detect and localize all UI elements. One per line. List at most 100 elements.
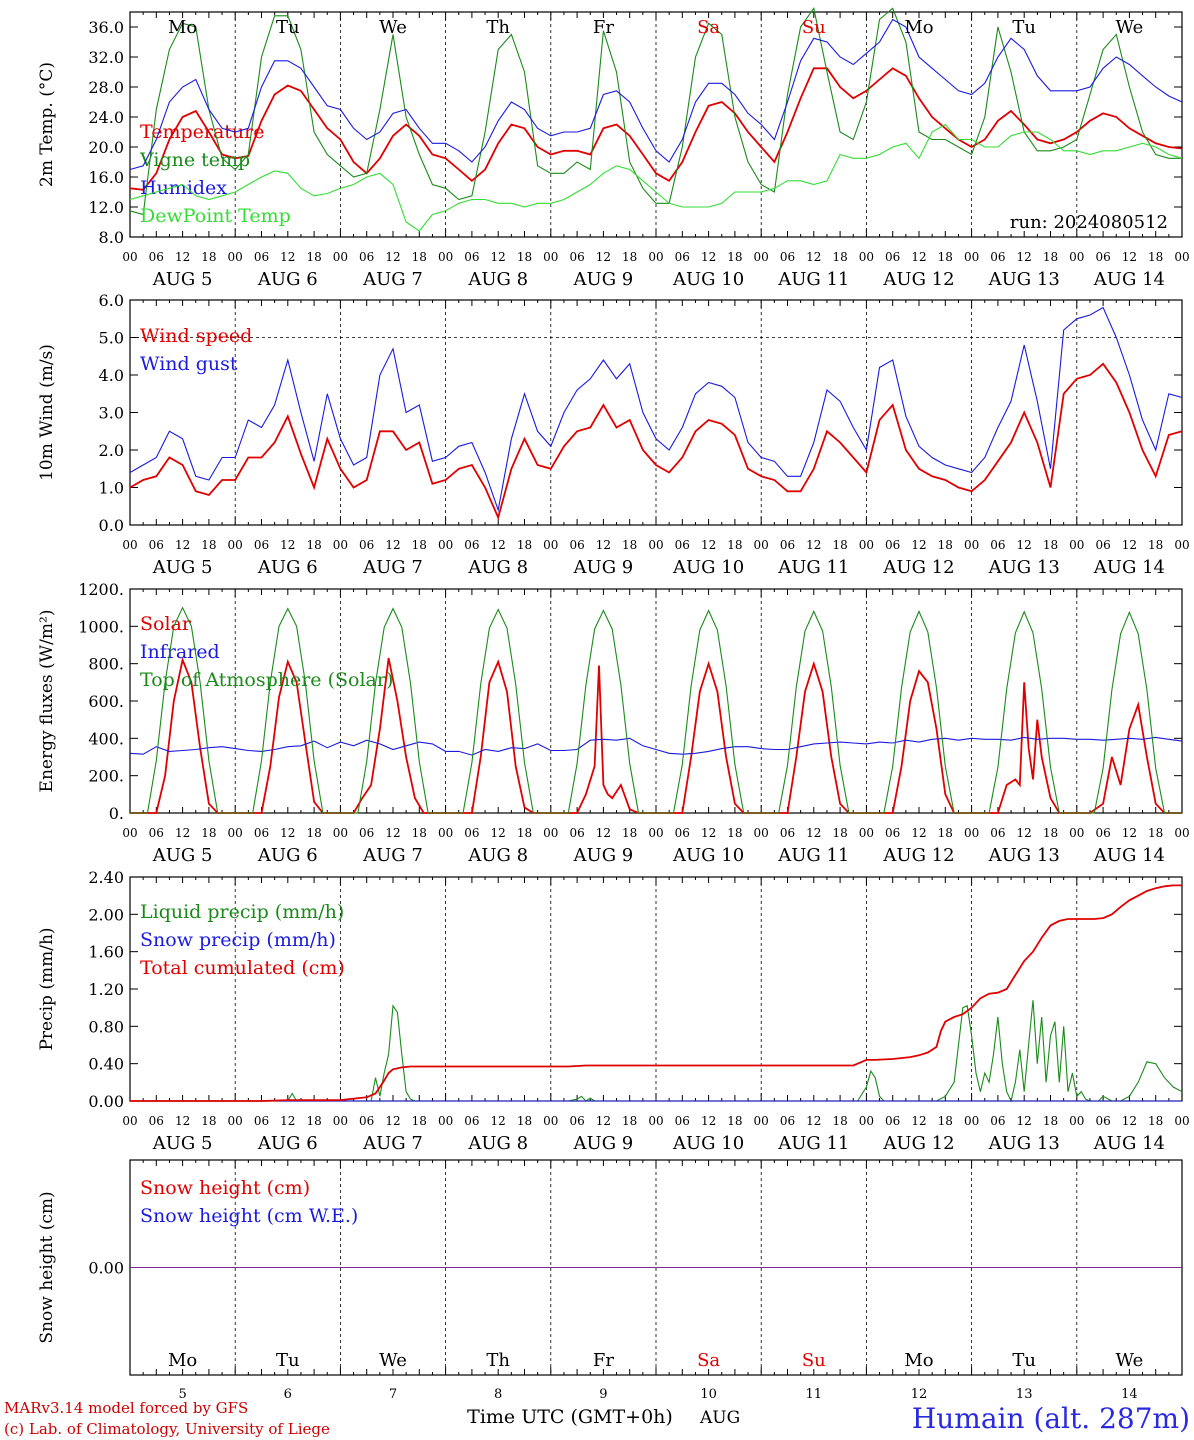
date-label: AUG 11 bbox=[777, 1133, 849, 1154]
x-tick-label: 18 bbox=[938, 1114, 953, 1128]
x-tick-label: 12 bbox=[385, 1114, 400, 1128]
x-tick-label: 18 bbox=[832, 1114, 847, 1128]
x-tick-label: 12 bbox=[596, 1114, 611, 1128]
series-line-wind-gust bbox=[129, 306, 1183, 513]
date-label: AUG 5 bbox=[152, 1133, 213, 1154]
panel-5: 0.00 Snow height (cm) Snow height (cm) Snow… bbox=[37, 1159, 1183, 1376]
date-label: AUG 12 bbox=[882, 845, 954, 866]
date-label: AUG 14 bbox=[1093, 557, 1165, 578]
x-tick-label: 12 bbox=[280, 538, 295, 552]
series-line-humidex bbox=[129, 18, 1183, 171]
x-tick-label: 18 bbox=[412, 1114, 427, 1128]
x-tick-label: 18 bbox=[1043, 1114, 1058, 1128]
x-tick-label: 00 bbox=[964, 250, 979, 264]
x-tick-label: 06 bbox=[359, 538, 374, 552]
x-tick-label: 06 bbox=[675, 826, 690, 840]
day-name: Sa bbox=[697, 17, 720, 38]
date-label: AUG 5 bbox=[152, 269, 213, 290]
day-number: 5 bbox=[178, 1387, 186, 1402]
x-tick-label: 18 bbox=[1043, 250, 1058, 264]
x-tick-label: 00 bbox=[122, 538, 137, 552]
panel-1: 8.0 12.0 16.0 20.0 24.0 28.0 32.0 36.0 2m Temp. … bbox=[37, 6, 1190, 290]
x-tick-label: 12 bbox=[175, 826, 190, 840]
x-tick-label: 00 bbox=[1069, 538, 1084, 552]
x-tick-label: 06 bbox=[254, 1114, 269, 1128]
day-name: We bbox=[1116, 1350, 1144, 1371]
x-tick-label: 12 bbox=[806, 538, 821, 552]
y-axis-label: Precip (mm/h) bbox=[37, 927, 57, 1050]
date-label: AUG 9 bbox=[573, 845, 634, 866]
y-tick-label: 1.60 bbox=[88, 943, 124, 962]
x-tick-label: 18 bbox=[1043, 826, 1058, 840]
x-tick-label: 12 bbox=[1122, 538, 1137, 552]
y-tick-label: 1000. bbox=[78, 617, 124, 636]
x-tick-label: 00 bbox=[438, 826, 453, 840]
x-tick-label: 00 bbox=[859, 250, 874, 264]
x-axis-month: AUG bbox=[699, 1408, 740, 1428]
x-tick-label: 12 bbox=[385, 250, 400, 264]
panels: 8.0 12.0 16.0 20.0 24.0 28.0 32.0 36.0 2m Temp. … bbox=[37, 6, 1190, 1402]
x-tick-label: 18 bbox=[727, 1114, 742, 1128]
date-label: AUG 6 bbox=[257, 269, 318, 290]
day-name: We bbox=[379, 1350, 407, 1371]
day-number: 7 bbox=[389, 1387, 397, 1402]
run-label: run: 2024080512 bbox=[1010, 212, 1168, 233]
y-tick-label: 0.40 bbox=[88, 1055, 124, 1074]
y-tick-label: 16.0 bbox=[88, 168, 124, 187]
y-tick-label: 400. bbox=[88, 729, 124, 748]
y-tick-label: 600. bbox=[88, 692, 124, 711]
x-tick-label: 06 bbox=[464, 538, 479, 552]
x-tick-label: 00 bbox=[964, 538, 979, 552]
legend-entry: Total cumulated (cm) bbox=[140, 957, 345, 979]
day-name: Tu bbox=[276, 17, 300, 38]
day-name: Mo bbox=[904, 1350, 933, 1371]
x-tick-label: 18 bbox=[517, 538, 532, 552]
x-tick-label: 00 bbox=[438, 250, 453, 264]
x-tick-label: 18 bbox=[727, 250, 742, 264]
x-tick-label: 00 bbox=[333, 826, 348, 840]
x-tick-label: 00 bbox=[754, 1114, 769, 1128]
date-label: AUG 5 bbox=[152, 845, 213, 866]
x-tick-label: 06 bbox=[569, 250, 584, 264]
x-tick-label: 00 bbox=[754, 538, 769, 552]
x-tick-label: 12 bbox=[806, 826, 821, 840]
y-tick-label: 32.0 bbox=[88, 48, 124, 67]
series-line-dewpoint-temp bbox=[129, 123, 1183, 232]
y-tick-label: 0.00 bbox=[88, 1092, 124, 1111]
x-tick-label: 12 bbox=[701, 538, 716, 552]
legend-entry: Vigne temp bbox=[139, 149, 250, 171]
x-tick-label: 00 bbox=[859, 1114, 874, 1128]
footer-model-credit: MARv3.14 model forced by GFS bbox=[4, 1399, 248, 1417]
x-tick-label: 06 bbox=[569, 538, 584, 552]
x-tick-label: 06 bbox=[1095, 250, 1110, 264]
x-tick-label: 06 bbox=[1095, 826, 1110, 840]
x-tick-label: 00 bbox=[438, 538, 453, 552]
x-tick-label: 00 bbox=[543, 250, 558, 264]
x-tick-label: 06 bbox=[675, 538, 690, 552]
day-number: 6 bbox=[284, 1387, 292, 1402]
y-tick-label: 2.00 bbox=[88, 905, 124, 924]
x-tick-label: 06 bbox=[675, 250, 690, 264]
day-name: Mo bbox=[168, 1350, 197, 1371]
y-tick-label: 28.0 bbox=[88, 78, 124, 97]
x-tick-label: 06 bbox=[780, 538, 795, 552]
series-line-wind-speed bbox=[129, 362, 1183, 521]
x-tick-label: 06 bbox=[149, 250, 164, 264]
x-tick-label: 18 bbox=[517, 250, 532, 264]
x-tick-label: 00 bbox=[1174, 826, 1189, 840]
day-number: 10 bbox=[700, 1387, 717, 1402]
x-tick-label: 00 bbox=[333, 538, 348, 552]
x-tick-label: 06 bbox=[990, 250, 1005, 264]
x-tick-label: 00 bbox=[333, 250, 348, 264]
y-tick-label: 36.0 bbox=[88, 18, 124, 37]
date-label: AUG 10 bbox=[672, 1133, 744, 1154]
legend-entry: Wind speed bbox=[140, 325, 252, 347]
x-tick-label: 18 bbox=[201, 250, 216, 264]
day-name: Su bbox=[802, 1350, 826, 1371]
date-label: AUG 6 bbox=[257, 557, 318, 578]
x-tick-label: 18 bbox=[412, 250, 427, 264]
x-tick-label: 18 bbox=[622, 826, 637, 840]
x-tick-label: 18 bbox=[201, 826, 216, 840]
x-tick-label: 12 bbox=[280, 250, 295, 264]
y-tick-label: 24.0 bbox=[88, 108, 124, 127]
